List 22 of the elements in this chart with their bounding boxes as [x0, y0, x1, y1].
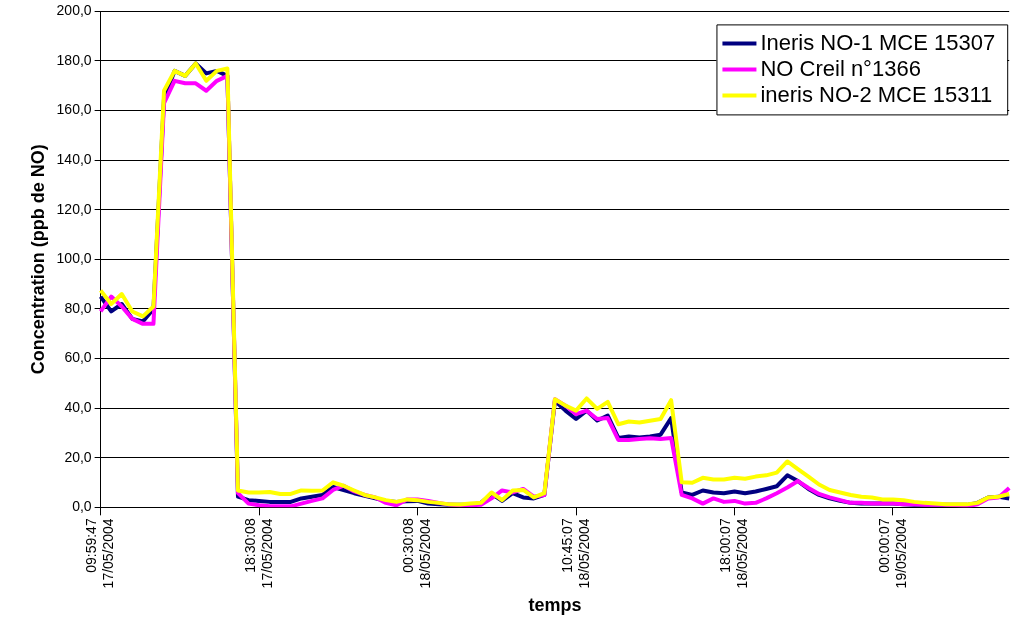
- y-tick-label: 200,0: [56, 2, 92, 19]
- x-tick-label: 09:59:47 17/05/2004: [83, 518, 117, 589]
- y-tick-label: 140,0: [56, 151, 92, 168]
- x-tick-label: 18:30:08 17/05/2004: [241, 518, 275, 589]
- y-tick-label: 60,0: [64, 349, 92, 366]
- y-tick-label: 80,0: [64, 299, 92, 316]
- y-axis-title: Concentration (ppb de NO): [27, 144, 48, 375]
- y-tick-label: 40,0: [64, 399, 92, 415]
- legend-label: ineris NO-2 MCE 15311: [760, 82, 993, 108]
- x-axis-title: temps: [528, 595, 582, 616]
- x-tick-label: 00:00:07 19/05/2004: [875, 518, 909, 589]
- y-tick-label: 0,0: [72, 498, 92, 515]
- y-tick-label: 180,0: [56, 51, 92, 68]
- y-tick-label: 160,0: [56, 101, 92, 118]
- x-tick-label: 10:45:07 18/05/2004: [558, 518, 592, 589]
- x-tick-label: 18:00:07 18/05/2004: [717, 518, 751, 589]
- x-tick-label: 00:30:08 18/05/2004: [400, 518, 434, 589]
- y-tick-label: 100,0: [56, 250, 92, 267]
- legend-label: NO Creil n°1366: [760, 56, 921, 82]
- y-tick-label: 20,0: [64, 448, 92, 465]
- y-tick-label: 120,0: [56, 200, 92, 217]
- legend-label: Ineris NO-1 MCE 15307: [760, 30, 996, 56]
